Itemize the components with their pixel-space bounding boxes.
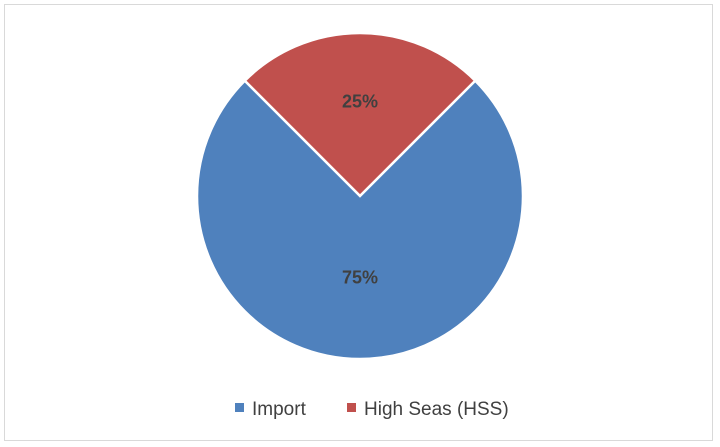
data-label-import: 75% xyxy=(342,268,378,288)
pie-slice-import xyxy=(195,78,525,361)
data-label-high-seas-hss: 25% xyxy=(342,91,378,111)
legend-swatch-high-seas xyxy=(347,403,356,412)
pie-slice-high-seas-hss xyxy=(242,31,478,198)
legend-label-high-seas: High Seas (HSS) xyxy=(364,399,509,420)
legend-swatch-import xyxy=(235,403,244,412)
pie-slices xyxy=(195,31,525,361)
legend-label-import: Import xyxy=(252,399,307,420)
chart-legend: Import High Seas (HSS) xyxy=(235,399,509,420)
pie-data-labels: 25% 75% xyxy=(342,91,378,287)
